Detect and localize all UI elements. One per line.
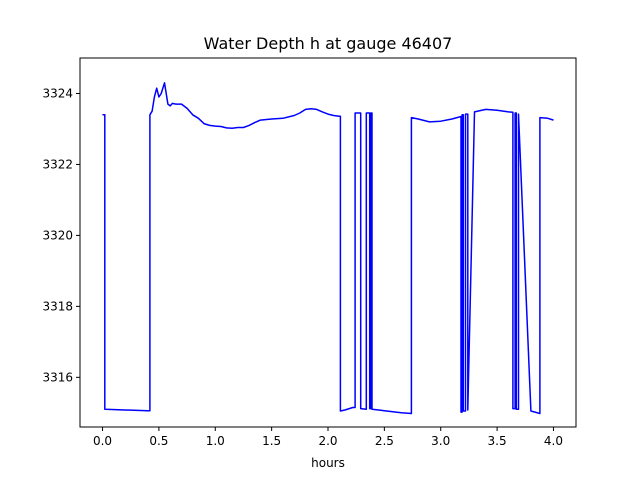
x-tick-label: 0.0: [93, 434, 112, 448]
y-tick-label: 3320: [42, 228, 73, 242]
y-tick-label: 3316: [42, 370, 73, 384]
x-tick-label: 3.5: [488, 434, 507, 448]
plot-frame: [79, 57, 577, 428]
x-axis: 0.0 0.5 1.0 1.5 2.0 2.5 3.0 3.5 4.0: [93, 427, 563, 448]
y-axis: 3316 3318 3320 3322 3324: [42, 86, 80, 384]
x-tick-label: 1.0: [206, 434, 225, 448]
y-tick-label: 3324: [42, 86, 73, 100]
plot-area: [102, 82, 554, 415]
x-tick-label: 3.0: [431, 434, 450, 448]
x-tick-label: 2.0: [318, 434, 337, 448]
y-tick-label: 3318: [42, 299, 73, 313]
series-line: [102, 82, 554, 415]
x-tick-label: 2.5: [375, 434, 394, 448]
x-axis-label: hours: [311, 456, 345, 470]
chart-title: Water Depth h at gauge 46407: [204, 34, 453, 53]
x-tick-label: 1.5: [262, 434, 281, 448]
y-tick-label: 3322: [42, 157, 73, 171]
x-tick-label: 4.0: [544, 434, 563, 448]
x-tick-label: 0.5: [149, 434, 168, 448]
